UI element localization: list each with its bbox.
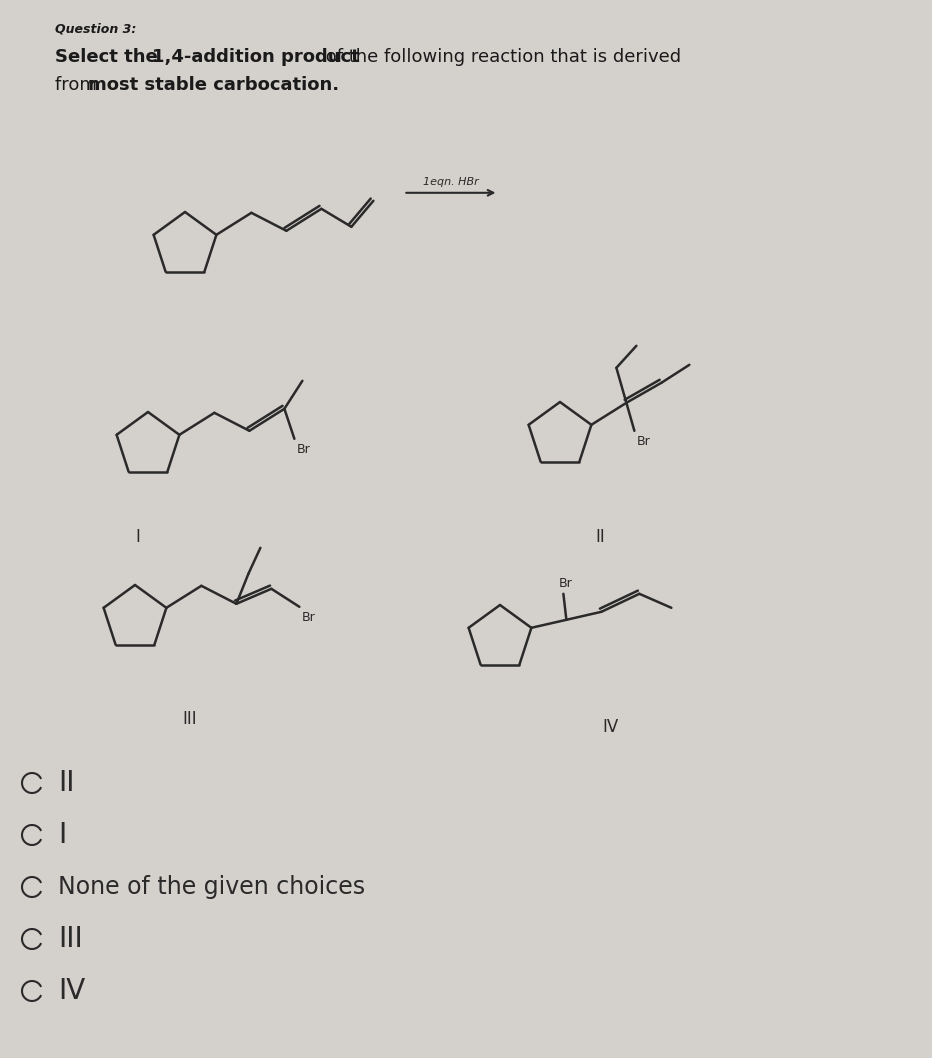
Text: most stable carbocation.: most stable carbocation.	[88, 76, 339, 94]
Text: 1eqn. HBr: 1eqn. HBr	[423, 177, 479, 187]
Text: Select the: Select the	[55, 48, 164, 66]
Text: I: I	[135, 528, 141, 546]
Text: III: III	[183, 710, 198, 728]
Text: of the following reaction that is derived: of the following reaction that is derive…	[320, 48, 681, 66]
Text: Br: Br	[296, 443, 310, 456]
Text: Br: Br	[558, 577, 572, 589]
Text: III: III	[58, 925, 83, 953]
Text: II: II	[596, 528, 605, 546]
Text: Question 3:: Question 3:	[55, 22, 136, 35]
Text: IV: IV	[602, 718, 618, 736]
Text: I: I	[58, 821, 66, 849]
Text: Br: Br	[301, 610, 315, 624]
Text: None of the given choices: None of the given choices	[58, 875, 365, 899]
Text: 1,4-addition product: 1,4-addition product	[152, 48, 360, 66]
Text: from: from	[55, 76, 103, 94]
Text: II: II	[58, 769, 75, 797]
Text: IV: IV	[58, 977, 85, 1005]
Text: Br: Br	[637, 435, 651, 448]
